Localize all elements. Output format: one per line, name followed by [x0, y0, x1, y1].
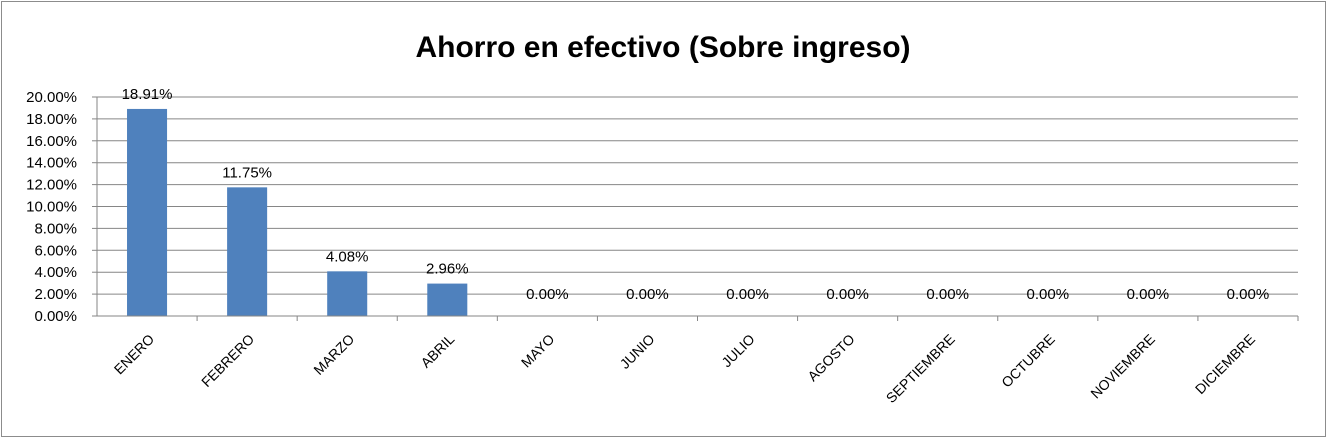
data-label: 18.91% — [122, 86, 173, 103]
bar-enero — [127, 108, 168, 316]
x-axis-categories: ENERO FEBRERO MARZO ABRIL MAYO JUNIO JULIO AGOS… — [111, 331, 1258, 406]
y-tick-label: 10.00% — [26, 199, 77, 216]
y-tick-label: 4.00% — [34, 264, 77, 281]
y-tick-label: 2.00% — [34, 286, 77, 303]
y-tick-label: 8.00% — [34, 220, 77, 237]
y-tick-label: 0.00% — [34, 308, 77, 325]
y-tick-label: 12.00% — [26, 177, 77, 194]
data-label: 11.75% — [222, 164, 272, 181]
data-label: 0.00% — [926, 286, 969, 303]
bar-marzo — [327, 271, 368, 316]
data-label: 2.96% — [426, 261, 469, 278]
bar-abril — [427, 283, 468, 316]
y-tick-label: 16.00% — [26, 133, 77, 150]
x-category-label: ENERO — [111, 331, 158, 378]
data-label: 0.00% — [1227, 286, 1270, 303]
chart-title: Ahorro en efectivo (Sobre ingreso) — [415, 31, 910, 64]
data-label: 0.00% — [1027, 286, 1070, 303]
x-category-label: DICIEMBRE — [1192, 331, 1258, 397]
axes — [92, 96, 1299, 321]
x-category-label: JULIO — [718, 331, 757, 370]
x-category-label: FEBRERO — [198, 331, 257, 390]
x-category-label: NOVIEMBRE — [1087, 331, 1158, 402]
x-category-label: AGOSTO — [804, 331, 858, 385]
data-labels: 18.91% 11.75% 4.08% 2.96% 0.00% 0.00% 0.00% 0.0… — [122, 86, 1270, 303]
x-category-label: OCTUBRE — [998, 331, 1058, 391]
x-category-label: JUNIO — [617, 331, 658, 372]
x-category-label: SEPTIEMBRE — [883, 331, 958, 406]
y-tick-label: 14.00% — [26, 155, 77, 172]
bars — [127, 108, 468, 316]
data-label: 0.00% — [1127, 286, 1170, 303]
x-category-label: MAYO — [518, 331, 558, 371]
y-tick-label: 18.00% — [26, 111, 77, 128]
data-label: 0.00% — [826, 286, 869, 303]
y-axis-ticks: 0.00% 2.00% 4.00% 6.00% 8.00% 10.00% 12.00% 14.… — [26, 89, 77, 325]
x-category-label: MARZO — [310, 331, 357, 378]
x-category-label: ABRIL — [417, 331, 457, 371]
bar-febrero — [227, 187, 268, 316]
data-label: 0.00% — [626, 286, 669, 303]
y-tick-label: 6.00% — [34, 242, 77, 259]
gridlines — [97, 96, 1298, 317]
data-label: 0.00% — [526, 286, 569, 303]
data-label: 0.00% — [726, 286, 769, 303]
y-tick-label: 20.00% — [26, 89, 77, 106]
data-label: 4.08% — [326, 248, 369, 265]
